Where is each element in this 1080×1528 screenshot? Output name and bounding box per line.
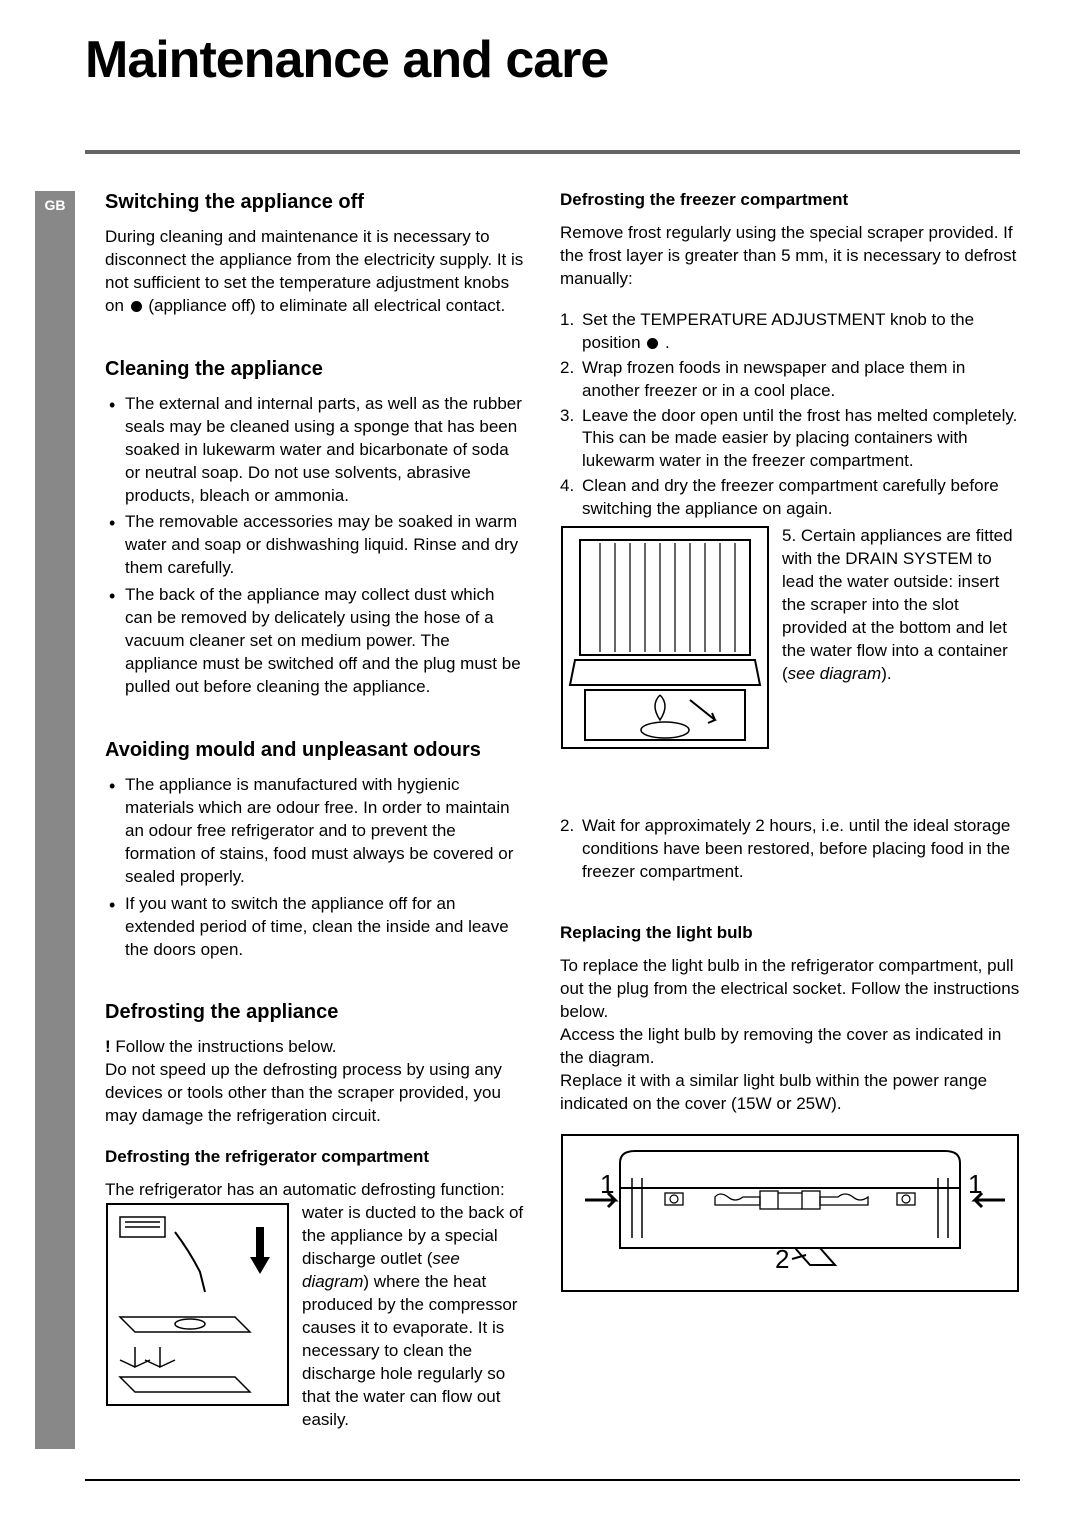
text: ) where the heat produced by the compres… bbox=[302, 1272, 517, 1429]
label-2: 2 bbox=[775, 1244, 789, 1274]
text: 2. bbox=[560, 815, 574, 838]
text: (appliance off) to eliminate all electri… bbox=[144, 296, 506, 315]
title-divider bbox=[85, 150, 1020, 154]
label-1-left: 1 bbox=[600, 1169, 614, 1199]
dot-icon bbox=[647, 338, 658, 349]
para-bulb-1: To replace the light bulb in the refrige… bbox=[560, 955, 1020, 1024]
list-item: Clean and dry the freezer compartment ca… bbox=[560, 475, 1020, 521]
columns: Switching the appliance off During clean… bbox=[105, 189, 1020, 1449]
text: . bbox=[660, 333, 669, 352]
diagram-text: 5. Certain appliances are fitted with th… bbox=[782, 525, 1020, 757]
list-item: Leave the door open until the frost has … bbox=[560, 405, 1020, 474]
page-title: Maintenance and care bbox=[85, 30, 1020, 90]
list-item: Wrap frozen foods in newspaper and place… bbox=[560, 357, 1020, 403]
text: water is ducted to the back of the appli… bbox=[302, 1203, 523, 1268]
left-column: Switching the appliance off During clean… bbox=[105, 189, 525, 1449]
list-item: Set the TEMPERATURE ADJUSTMENT knob to t… bbox=[560, 309, 1020, 355]
content: GB Switching the appliance off During cl… bbox=[35, 189, 1020, 1449]
para-defrost-warning: Do not speed up the defrosting process b… bbox=[105, 1059, 525, 1128]
text: Follow the instructions below. bbox=[111, 1037, 337, 1056]
freezer-diagram bbox=[560, 525, 770, 757]
heading-switching-off: Switching the appliance off bbox=[105, 189, 525, 216]
diagram-row-freezer: 5. Certain appliances are fitted with th… bbox=[560, 525, 1020, 757]
text-italic: see diagram bbox=[788, 664, 882, 683]
list-item: The appliance is manufactured with hygie… bbox=[105, 774, 525, 889]
dot-icon bbox=[131, 301, 142, 312]
list-item: The back of the appliance may collect du… bbox=[105, 584, 525, 699]
text: Wait for approximately 2 hours, i.e. unt… bbox=[582, 816, 1010, 881]
list-cleaning: The external and internal parts, as well… bbox=[105, 393, 525, 699]
text: ). bbox=[881, 664, 891, 683]
list-item: If you want to switch the appliance off … bbox=[105, 893, 525, 962]
subheading-defrost-fridge: Defrosting the refrigerator compartment bbox=[105, 1146, 525, 1169]
para-warning: ! Follow the instructions below. bbox=[105, 1036, 525, 1059]
diagram-row-fridge: water is ducted to the back of the appli… bbox=[105, 1202, 525, 1431]
list-item: The external and internal parts, as well… bbox=[105, 393, 525, 508]
para-wait-2h: 2. Wait for approximately 2 hours, i.e. … bbox=[560, 815, 1020, 884]
defrost-fridge-diagram bbox=[105, 1202, 290, 1431]
para-bulb-3: Replace it with a similar light bulb wit… bbox=[560, 1070, 1020, 1116]
country-badge: GB bbox=[35, 191, 75, 1449]
list-odours: The appliance is manufactured with hygie… bbox=[105, 774, 525, 962]
right-column: Defrosting the freezer compartment Remov… bbox=[560, 189, 1020, 1449]
heading-odours: Avoiding mould and unpleasant odours bbox=[105, 737, 525, 764]
list-item: The removable accessories may be soaked … bbox=[105, 511, 525, 580]
text: Set the TEMPERATURE ADJUSTMENT knob to t… bbox=[582, 310, 974, 352]
para-bulb-2: Access the light bulb by removing the co… bbox=[560, 1024, 1020, 1070]
text: 5. Certain appliances are fitted with th… bbox=[782, 526, 1013, 683]
subheading-light-bulb: Replacing the light bulb bbox=[560, 922, 1020, 945]
para-switching-off: During cleaning and maintenance it is ne… bbox=[105, 226, 525, 318]
heading-defrosting: Defrosting the appliance bbox=[105, 999, 525, 1026]
heading-cleaning: Cleaning the appliance bbox=[105, 356, 525, 383]
bottom-divider bbox=[85, 1479, 1020, 1481]
para-auto-defrost: The refrigerator has an automatic defros… bbox=[105, 1179, 525, 1202]
diagram-text: water is ducted to the back of the appli… bbox=[302, 1202, 525, 1431]
subheading-defrost-freezer: Defrosting the freezer compartment bbox=[560, 189, 1020, 212]
list-defrost-steps: Set the TEMPERATURE ADJUSTMENT knob to t… bbox=[560, 309, 1020, 521]
para-remove-frost: Remove frost regularly using the special… bbox=[560, 222, 1020, 291]
light-bulb-diagram: 1 1 2 bbox=[560, 1133, 1020, 1300]
